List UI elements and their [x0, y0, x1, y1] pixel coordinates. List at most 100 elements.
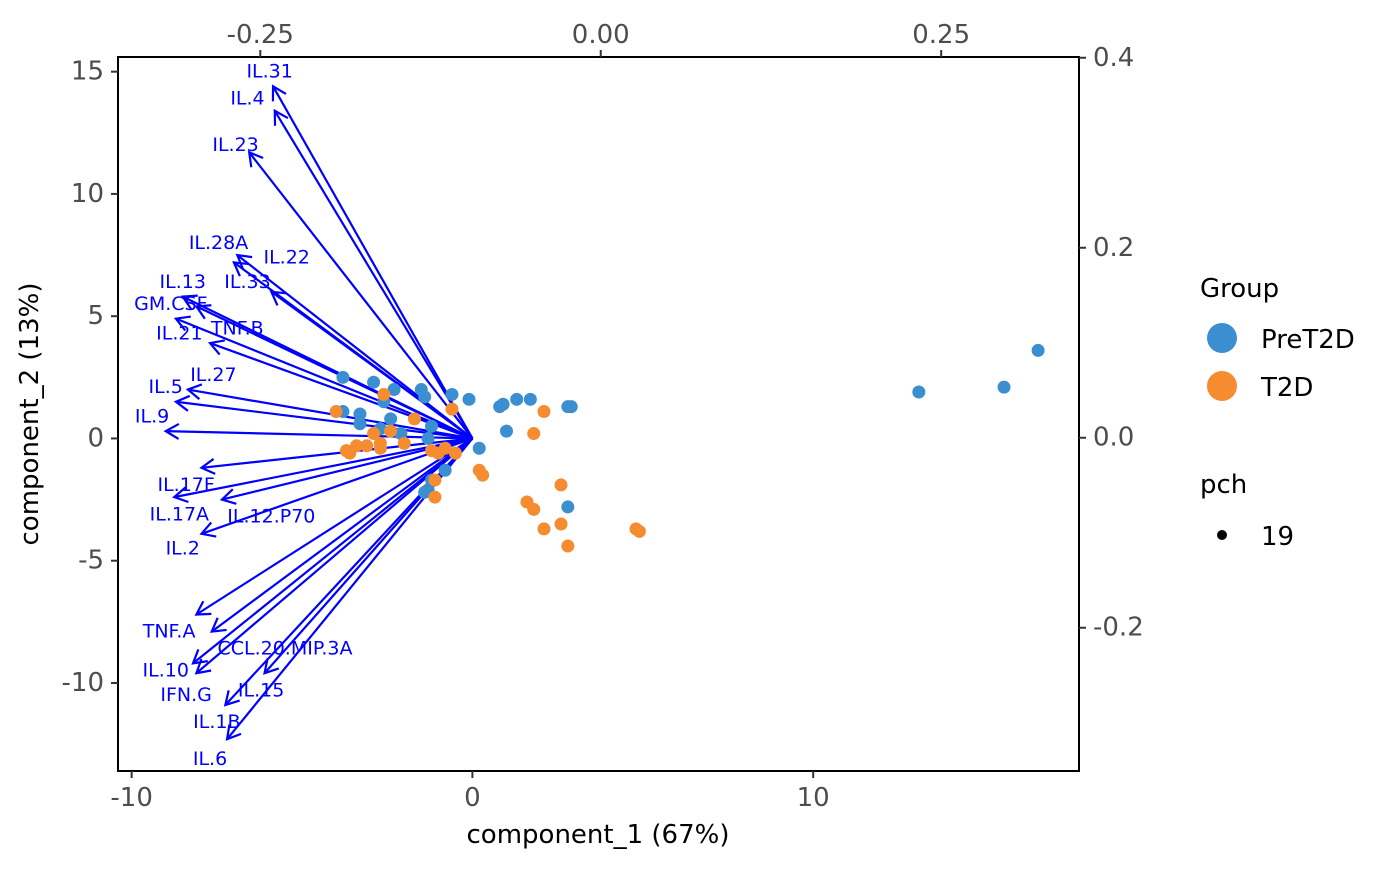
arrow-label-tnf-a: TNF.A [142, 621, 196, 643]
arrow-label-il-6: IL.6 [193, 748, 227, 770]
arrow-head [194, 658, 212, 675]
arrow-shaft [233, 261, 474, 440]
point-t2d-30 [537, 405, 551, 419]
point-pret2d-22 [384, 412, 398, 426]
legend: Group PreT2D T2D pch 19 [1200, 274, 1355, 552]
arrow-head [173, 394, 191, 412]
right-tick-label: -0.2 [1093, 613, 1144, 643]
arrow-head [247, 150, 264, 168]
arrow-tnf-a [194, 437, 474, 616]
arrow-label-tnf-b: TNF.B [210, 317, 264, 339]
arrow-label-il-4: IL.4 [230, 88, 264, 110]
point-t2d-12 [373, 441, 387, 455]
point-pret2d-16 [387, 383, 401, 397]
right-tick-label: 0.2 [1093, 233, 1134, 263]
point-t2d-5 [367, 427, 381, 441]
arrow-il-23 [247, 150, 474, 440]
arrow-head [194, 304, 212, 320]
arrow-gm-csf [194, 304, 473, 440]
arrow-head [232, 261, 249, 277]
point-t2d-25 [561, 539, 575, 553]
point-t2d-1 [445, 402, 459, 416]
right-tick-label: 0.4 [1093, 43, 1134, 73]
point-t2d-7 [360, 439, 374, 453]
point-pret2d-17 [367, 375, 381, 389]
point-pret2d-26 [394, 427, 408, 441]
point-pret2d-10 [472, 441, 486, 455]
point-t2d-26 [554, 478, 568, 492]
point-t2d-11 [343, 446, 357, 460]
point-pret2d-27 [421, 431, 435, 445]
point-t2d-3 [329, 405, 343, 419]
arrow-shaft [192, 437, 474, 665]
arrow-head [271, 84, 287, 102]
plot-frame [117, 56, 1080, 772]
arrow-il-28a [235, 253, 474, 440]
point-t2d-9 [397, 436, 411, 450]
y-tick-label: 10 [71, 179, 104, 209]
y-axis-title: component_2 (13%) [15, 283, 45, 546]
arrow-il-10 [191, 437, 474, 665]
point-t2d-4 [384, 424, 398, 438]
point-pret2d-6 [510, 392, 524, 406]
arrow-label-il-9: IL.9 [135, 405, 169, 427]
point-t2d-16 [448, 446, 462, 460]
arrow-label-il-17a: IL.17A [150, 503, 209, 525]
point-t2d-17 [428, 473, 442, 487]
arrow-head [225, 724, 242, 741]
arrow-label-il-17f: IL.17F [157, 474, 214, 496]
point-pret2d-11 [561, 500, 575, 514]
arrow-shaft [195, 437, 474, 616]
legend-pch-title: pch [1200, 470, 1247, 500]
y-tick-label: -10 [62, 668, 104, 698]
arrow-il-31 [271, 84, 474, 439]
arrow-shaft [236, 254, 474, 440]
arrow-head [191, 649, 208, 665]
arrow-shaft [175, 400, 473, 440]
arrow-label-il-23: IL.23 [212, 134, 258, 156]
arrow-shaft [195, 305, 473, 440]
point-pret2d-31 [418, 485, 432, 499]
point-t2d-22 [527, 502, 541, 516]
point-t2d-29 [527, 427, 541, 441]
top-tick-label: -0.25 [227, 20, 294, 50]
arrow-head [185, 383, 203, 400]
arrow-shaft [175, 317, 473, 440]
legend-key-pret2d [1207, 323, 1237, 353]
point-pret2d-12 [462, 392, 476, 406]
point-t2d-2 [407, 412, 421, 426]
arrow-il-9 [163, 422, 473, 440]
arrow-shaft [165, 430, 473, 440]
legend-label-pch: 19 [1261, 522, 1294, 552]
arrow-shaft [211, 437, 474, 633]
arrow-label-il-31: IL.31 [246, 61, 292, 83]
point-t2d-0 [377, 387, 391, 401]
point-t2d-20 [476, 468, 490, 482]
right-tick-label: 0.0 [1093, 423, 1134, 453]
arrow-label-il-15: IL.15 [238, 679, 284, 701]
point-t2d-23 [537, 522, 551, 536]
top-tick-label: 0.00 [572, 20, 630, 50]
arrow-label-ccl-20-mip-3a: CCL.20.MIP.3A [217, 638, 352, 660]
arrow-label-il-12-p70: IL.12.P70 [227, 506, 315, 528]
arrow-shaft [174, 437, 473, 499]
arrow-label-il-1b: IL.1B [193, 711, 240, 733]
legend-label-pret2d: PreT2D [1261, 325, 1355, 355]
arrow-ccl-20-mip-3a [209, 437, 474, 633]
y-tick-label: -5 [78, 546, 104, 576]
arrow-head [172, 486, 189, 504]
points-layer [329, 343, 1045, 553]
point-pret2d-28 [438, 463, 452, 477]
point-pret2d-9 [499, 424, 513, 438]
arrow-label-il-33: IL.33 [224, 271, 270, 293]
y-tick-label: 0 [87, 423, 104, 453]
x-tick-label: 0 [464, 783, 481, 813]
point-pret2d-15 [414, 383, 428, 397]
arrow-head [199, 458, 216, 475]
point-pret2d-23 [425, 419, 439, 433]
point-pret2d-18 [336, 370, 350, 384]
arrow-label-il-5: IL.5 [149, 376, 183, 398]
arrow-head [199, 521, 217, 538]
